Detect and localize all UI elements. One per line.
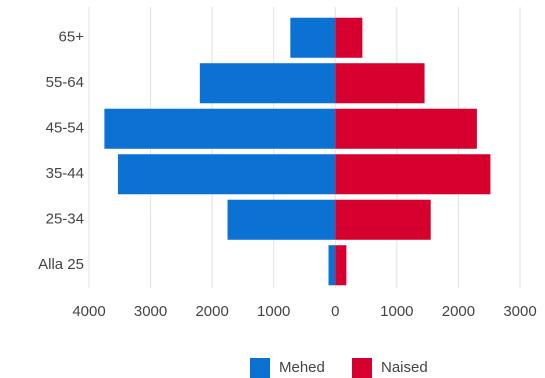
x-tick-label: 0 [331, 303, 339, 320]
legend-swatch [250, 358, 270, 378]
y-tick-label: 55-64 [46, 74, 84, 91]
bar [335, 245, 347, 286]
x-tick-label: 1000 [257, 303, 290, 320]
y-tick-label: 25-34 [46, 211, 84, 228]
y-tick-label: Alla 25 [38, 256, 84, 273]
bar [328, 245, 336, 286]
legend-label: Naised [381, 359, 428, 376]
bar [335, 63, 425, 104]
bar [104, 108, 336, 149]
y-tick-label: 65+ [59, 29, 85, 46]
bar [117, 154, 336, 195]
bar [227, 199, 336, 240]
bar [335, 108, 477, 149]
bar [199, 63, 336, 104]
x-tick-label: 1000 [380, 303, 413, 320]
x-tick-label: 4000 [72, 303, 105, 320]
bar [335, 199, 431, 240]
bar [335, 17, 363, 58]
y-tick-label: 45-54 [46, 120, 84, 137]
bar [335, 154, 491, 195]
bar [290, 17, 336, 58]
x-tick-label: 2000 [195, 303, 228, 320]
legend-swatch [352, 358, 372, 378]
x-tick-label: 3000 [134, 303, 167, 320]
x-tick-label: 3000 [503, 303, 536, 320]
y-tick-label: 35-44 [46, 165, 84, 182]
x-tick-label: 2000 [442, 303, 475, 320]
legend-label: Mehed [279, 359, 325, 376]
